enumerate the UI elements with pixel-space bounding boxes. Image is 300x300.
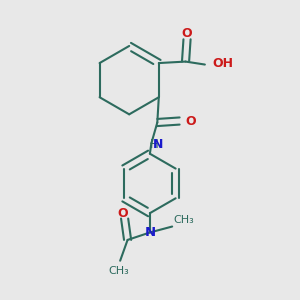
Text: O: O: [185, 115, 196, 128]
Text: H: H: [150, 138, 159, 151]
Text: O: O: [118, 207, 128, 220]
Text: CH₃: CH₃: [174, 215, 194, 225]
Text: CH₃: CH₃: [108, 266, 129, 276]
Text: O: O: [182, 27, 192, 40]
Text: N: N: [144, 226, 155, 239]
Text: N: N: [153, 138, 163, 151]
Text: OH: OH: [212, 57, 233, 70]
